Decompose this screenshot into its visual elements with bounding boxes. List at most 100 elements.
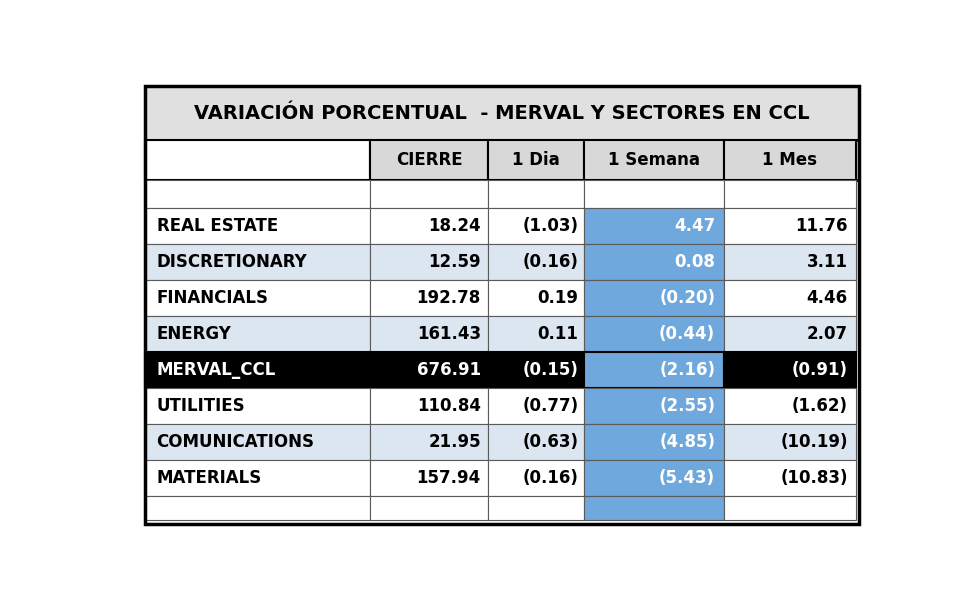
Bar [145,388,370,424]
Text: ENERGY: ENERGY [157,325,231,343]
Text: 0.11: 0.11 [538,325,578,343]
Bar [584,424,723,460]
Bar [370,141,488,180]
Text: 157.94: 157.94 [416,469,481,487]
Bar [723,280,856,316]
Text: (0.16): (0.16) [522,253,578,271]
Text: UTILITIES: UTILITIES [157,397,245,415]
Bar [723,424,856,460]
Text: 18.24: 18.24 [428,217,481,235]
Bar [145,86,859,141]
Text: REAL ESTATE: REAL ESTATE [157,217,277,235]
Text: 11.76: 11.76 [795,217,848,235]
Text: (4.85): (4.85) [660,433,715,451]
Bar [488,352,584,388]
Text: (0.44): (0.44) [660,325,715,343]
Bar [145,208,370,244]
Text: 2.07: 2.07 [807,325,848,343]
Text: MERVAL_CCL: MERVAL_CCL [157,361,276,379]
Text: (0.91): (0.91) [792,361,848,379]
Bar [584,388,723,424]
Bar [370,316,488,352]
Bar [488,280,584,316]
Bar [145,316,370,352]
Bar [488,424,584,460]
Bar [723,316,856,352]
Bar [488,244,584,280]
Bar [488,460,584,496]
Bar [488,208,584,244]
Text: (10.19): (10.19) [780,433,848,451]
Text: MATERIALS: MATERIALS [157,469,262,487]
Text: 161.43: 161.43 [416,325,481,343]
Bar [584,244,723,280]
Bar [723,141,856,180]
Bar [145,352,370,388]
Text: (0.15): (0.15) [522,361,578,379]
Bar [723,460,856,496]
Bar [584,460,723,496]
Text: (0.16): (0.16) [522,469,578,487]
Bar [723,208,856,244]
Bar [370,280,488,316]
Bar [370,208,488,244]
Bar [584,141,723,180]
Text: (2.55): (2.55) [660,397,715,415]
Bar [370,496,488,520]
Text: 676.91: 676.91 [416,361,481,379]
Text: (5.43): (5.43) [660,469,715,487]
Text: 3.11: 3.11 [807,253,848,271]
Bar [723,352,856,388]
Bar [145,460,370,496]
Bar [584,180,723,208]
Bar [145,280,370,316]
Bar [723,496,856,520]
Text: 21.95: 21.95 [428,433,481,451]
Bar [370,180,488,208]
Text: (1.62): (1.62) [792,397,848,415]
Bar [488,496,584,520]
Text: CIERRE: CIERRE [396,151,463,169]
Text: (1.03): (1.03) [522,217,578,235]
Bar [584,316,723,352]
Text: 1 Dia: 1 Dia [513,151,560,169]
Text: DISCRETIONARY: DISCRETIONARY [157,253,308,271]
Bar [370,388,488,424]
Text: (2.16): (2.16) [660,361,715,379]
Bar [584,208,723,244]
Bar [145,424,370,460]
Text: 0.19: 0.19 [538,289,578,307]
Bar [145,141,859,180]
Text: (0.63): (0.63) [522,433,578,451]
Bar [370,352,488,388]
Text: 4.46: 4.46 [807,289,848,307]
Text: 12.59: 12.59 [428,253,481,271]
Bar [488,388,584,424]
Text: 110.84: 110.84 [416,397,481,415]
Bar [488,141,584,180]
Text: 192.78: 192.78 [416,289,481,307]
Bar [370,460,488,496]
Text: 1 Semana: 1 Semana [608,151,700,169]
Bar [584,280,723,316]
Bar [145,244,370,280]
Bar [488,180,584,208]
Bar [145,141,370,180]
Text: (0.20): (0.20) [660,289,715,307]
Bar [370,244,488,280]
Bar [723,180,856,208]
Bar [145,496,370,520]
Text: VARIACIÓN PORCENTUAL  - MERVAL Y SECTORES EN CCL: VARIACIÓN PORCENTUAL - MERVAL Y SECTORES… [194,104,810,123]
Bar [370,424,488,460]
Bar [584,496,723,520]
Text: (10.83): (10.83) [780,469,848,487]
Bar [723,388,856,424]
Bar [723,244,856,280]
Bar [584,352,723,388]
Text: 1 Mes: 1 Mes [762,151,817,169]
Text: COMUNICATIONS: COMUNICATIONS [157,433,315,451]
Text: (0.77): (0.77) [522,397,578,415]
Text: 4.47: 4.47 [674,217,715,235]
Text: FINANCIALS: FINANCIALS [157,289,269,307]
Text: 0.08: 0.08 [674,253,715,271]
